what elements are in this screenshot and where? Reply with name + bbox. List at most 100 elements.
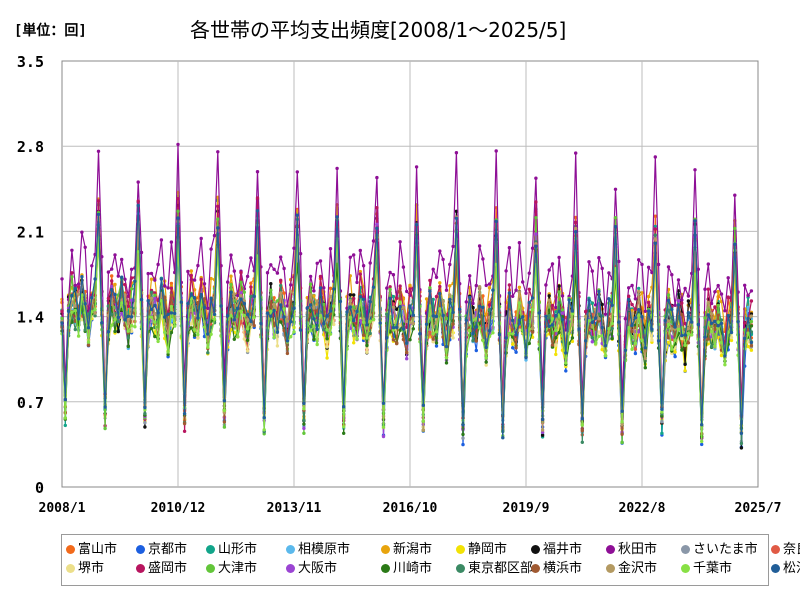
data-point	[749, 319, 754, 324]
data-point	[507, 283, 512, 287]
data-point	[656, 339, 661, 343]
data-point	[570, 339, 575, 344]
data-point	[550, 323, 555, 327]
data-point	[610, 336, 614, 341]
data-point	[169, 330, 174, 335]
data-point	[729, 338, 734, 343]
data-point	[597, 317, 601, 321]
legend-marker-icon	[771, 545, 780, 554]
data-point	[484, 345, 488, 350]
data-point	[723, 354, 727, 358]
data-point	[176, 209, 180, 213]
data-point	[100, 255, 104, 259]
data-point	[110, 323, 114, 327]
x-tick-label: 2008/1	[39, 501, 86, 516]
data-point	[255, 170, 260, 174]
data-point	[312, 294, 316, 298]
data-point	[444, 361, 449, 365]
data-point	[401, 265, 406, 269]
data-point	[285, 339, 290, 343]
data-point	[534, 216, 538, 220]
data-point	[76, 317, 81, 321]
data-point	[60, 321, 64, 325]
data-point	[547, 298, 551, 302]
data-point	[504, 336, 508, 340]
chart-legend: 富山市 京都市 山形市 相模原市 新潟市 静岡市 福井市 秋田市 さいたま市 奈良市堺市 盛岡市 大津…	[61, 534, 800, 586]
data-point	[646, 309, 651, 313]
data-point	[603, 343, 608, 348]
data-point	[749, 340, 754, 345]
data-point	[570, 309, 575, 313]
data-point	[113, 292, 117, 297]
data-point	[282, 291, 286, 295]
data-point	[245, 338, 250, 342]
legend-item: 新潟市	[381, 542, 432, 558]
legend-marker-icon	[771, 564, 780, 573]
data-point	[149, 296, 154, 300]
legend-marker-icon	[381, 564, 390, 573]
data-point	[530, 307, 535, 312]
y-tick-label: 2.8	[17, 138, 44, 156]
data-point	[358, 269, 362, 274]
legend-item: 山形市	[206, 542, 257, 558]
data-point	[454, 216, 459, 220]
data-point	[511, 346, 515, 350]
data-point	[385, 286, 389, 290]
data-point	[408, 304, 412, 308]
data-point	[249, 281, 253, 285]
data-point	[375, 206, 379, 210]
data-point	[236, 335, 240, 339]
data-point	[189, 292, 193, 296]
data-point	[355, 337, 359, 341]
data-point	[192, 278, 197, 282]
data-point	[169, 293, 174, 298]
data-point	[468, 328, 472, 333]
data-point	[262, 415, 266, 420]
data-point	[345, 310, 349, 314]
data-point	[683, 333, 687, 337]
data-point	[395, 325, 399, 330]
data-point	[468, 295, 472, 300]
data-point	[342, 405, 346, 409]
data-point	[212, 317, 217, 321]
data-point	[444, 356, 449, 360]
data-point	[537, 311, 541, 315]
data-point	[530, 246, 535, 250]
data-point	[438, 284, 442, 289]
data-point	[670, 327, 674, 331]
data-point	[703, 287, 707, 291]
data-point	[547, 294, 551, 298]
data-point	[76, 282, 81, 286]
data-point	[653, 155, 657, 159]
legend-item: 富山市	[66, 542, 117, 558]
data-point	[123, 277, 127, 281]
data-point	[477, 304, 482, 308]
data-point	[670, 307, 674, 312]
data-point	[517, 285, 522, 289]
data-point	[511, 342, 515, 346]
data-point	[312, 289, 316, 293]
data-point	[554, 343, 558, 347]
data-point	[63, 416, 67, 420]
data-point	[434, 314, 439, 319]
data-point	[315, 327, 319, 332]
data-point	[557, 284, 561, 288]
data-point	[375, 222, 379, 226]
data-point	[295, 213, 299, 217]
data-point	[156, 339, 160, 344]
data-point	[182, 421, 187, 426]
data-point	[716, 313, 720, 317]
data-point	[398, 328, 402, 332]
data-point	[428, 286, 432, 290]
data-point	[600, 266, 604, 271]
data-point	[676, 303, 681, 307]
data-point	[126, 314, 130, 318]
data-point	[136, 203, 140, 208]
legend-marker-icon	[606, 545, 615, 554]
data-point	[232, 337, 236, 341]
data-point	[560, 294, 565, 298]
data-point	[749, 289, 754, 293]
data-point	[630, 347, 634, 351]
data-point	[564, 369, 568, 373]
data-point	[239, 309, 243, 313]
